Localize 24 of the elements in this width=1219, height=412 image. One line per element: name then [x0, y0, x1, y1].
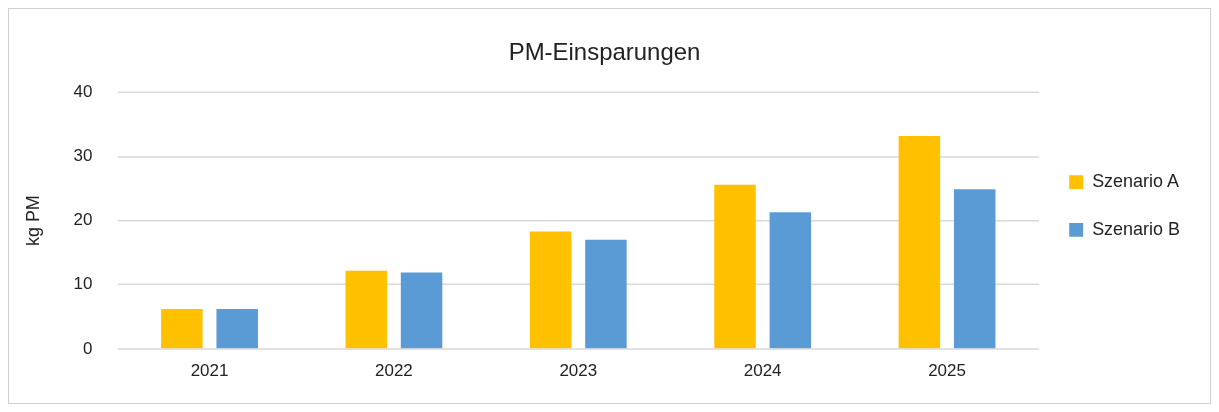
x-tick-label: 2023 [559, 360, 598, 380]
y-tick-label: 10 [73, 274, 93, 294]
y-tick-label: 40 [73, 82, 93, 102]
y-tick-label: 0 [82, 338, 93, 358]
chart-title: PM-Einsparungen [508, 37, 701, 65]
bar [714, 184, 756, 349]
legend-label: Szenario B [1092, 218, 1181, 239]
bar [769, 212, 812, 349]
bar [585, 239, 627, 349]
bar [898, 135, 941, 349]
bar [216, 309, 258, 349]
bar [953, 189, 996, 349]
legend-label: Szenario A [1092, 171, 1180, 192]
bar [400, 272, 443, 349]
x-tick-label: 2022 [375, 360, 413, 380]
bar [529, 231, 572, 349]
x-tick-label: 2021 [190, 360, 229, 380]
bar [345, 270, 387, 349]
x-tick-label: 2024 [743, 360, 782, 380]
y-axis-title: kg PM [22, 195, 43, 246]
y-tick-label: 30 [73, 146, 93, 166]
x-tick-label: 2025 [928, 360, 966, 380]
bar [161, 309, 203, 349]
y-tick-label: 20 [73, 210, 93, 230]
